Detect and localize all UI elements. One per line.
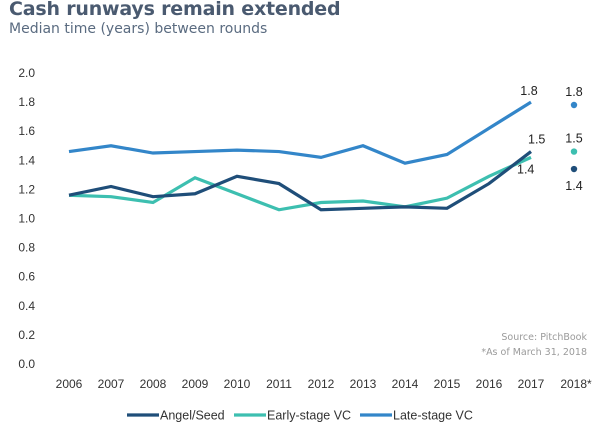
- legend: Angel/Seed Early-stage VC Late-stage VC: [127, 409, 473, 423]
- point-2018-early-stage-vc: [570, 148, 578, 155]
- data-label-early-2017: 1.4: [517, 162, 534, 176]
- series-line-early-stage-vc: [68, 155, 532, 212]
- footnote: *As of March 31, 2018: [481, 347, 587, 358]
- y-tick-label: 1.4: [18, 153, 35, 167]
- legend-label: Late-stage VC: [393, 409, 473, 423]
- y-tick-label: 0.8: [18, 241, 35, 255]
- data-label-late-2017: 1.8: [520, 84, 537, 98]
- legend-label: Angel/Seed: [160, 409, 225, 423]
- chart-title: Cash runways remain extended: [9, 0, 341, 20]
- y-tick-label: 1.2: [18, 182, 35, 196]
- x-tick-label: 2018*: [560, 377, 592, 391]
- series-lines: [68, 100, 532, 212]
- x-tick-label: 2011: [266, 377, 292, 391]
- data-label-late-2018: 1.8: [565, 85, 582, 99]
- x-tick-label: 2008: [140, 377, 167, 391]
- data-label-angel-2018: 1.4: [565, 179, 582, 193]
- legend-label: Early-stage VC: [267, 409, 351, 423]
- x-tick-label: 2017: [518, 377, 545, 391]
- series-line-angel-seed: [68, 150, 532, 212]
- x-tick-label: 2012: [308, 377, 335, 391]
- y-tick-label: 0.4: [18, 299, 35, 313]
- x-tick-label: 2014: [392, 377, 419, 391]
- chart-subtitle: Median time (years) between rounds: [9, 21, 268, 37]
- series-line-late-stage-vc: [68, 100, 532, 165]
- y-tick-label: 0.2: [18, 328, 35, 342]
- data-label-early-2018: 1.5: [565, 132, 582, 146]
- series-2018-points: [570, 101, 578, 173]
- x-tick-label: 2009: [182, 377, 209, 391]
- x-tick-label: 2015: [434, 377, 461, 391]
- x-tick-label: 2016: [476, 377, 503, 391]
- y-tick-label: 1.6: [18, 124, 35, 138]
- y-tick-label: 0.0: [18, 357, 35, 371]
- point-2018-late-stage-vc: [570, 101, 578, 109]
- data-label-angel-2017: 1.5: [528, 133, 545, 147]
- x-tick-label: 2007: [98, 377, 125, 391]
- x-tick-label: 2010: [224, 377, 251, 391]
- point-2018-angel-seed: [570, 165, 578, 173]
- x-axis: 2006 2007 2008 2009 2010 2011 2012 2013 2014 2015…: [56, 377, 592, 391]
- y-tick-label: 1.0: [18, 212, 35, 226]
- source-note: Source: PitchBook: [501, 332, 587, 343]
- y-axis: 0.0 0.2 0.4 0.6 0.8 1.0 1.2 1.4 1.6 1.8 2.0: [18, 66, 35, 371]
- y-tick-label: 0.6: [18, 270, 35, 284]
- x-tick-label: 2006: [56, 377, 83, 391]
- y-tick-label: 1.8: [18, 95, 35, 109]
- x-tick-label: 2013: [350, 377, 377, 391]
- data-labels: 1.8 1.5 1.4 1.8 1.5 1.4: [517, 84, 583, 193]
- y-tick-label: 2.0: [18, 66, 35, 80]
